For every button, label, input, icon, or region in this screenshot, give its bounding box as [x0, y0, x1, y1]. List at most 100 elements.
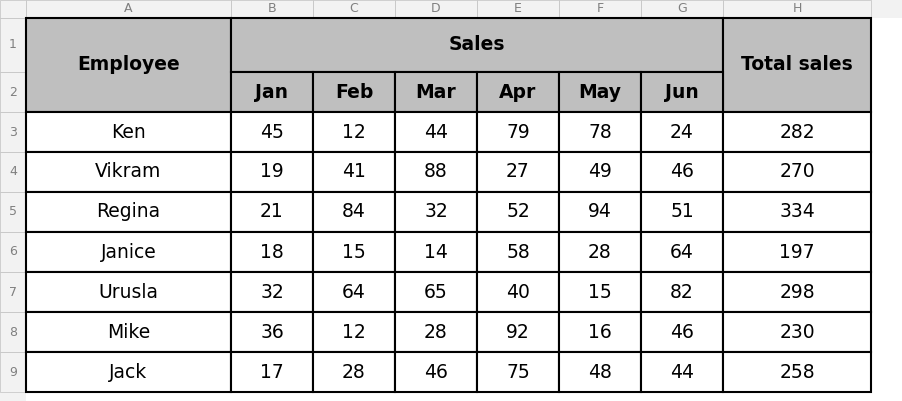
Text: 28: 28: [342, 363, 365, 381]
Bar: [0, 232, 26, 272]
Text: 84: 84: [342, 203, 365, 221]
Text: Urusla: Urusla: [98, 282, 159, 302]
Text: Mike: Mike: [106, 322, 150, 342]
Text: 65: 65: [424, 282, 447, 302]
Bar: [723, 192, 870, 232]
Bar: [26, 312, 231, 352]
Bar: [723, 18, 870, 112]
Text: Total sales: Total sales: [741, 55, 851, 75]
Text: 45: 45: [260, 122, 283, 142]
Text: 46: 46: [669, 162, 693, 182]
Text: E: E: [513, 2, 521, 16]
Bar: [476, 232, 558, 272]
Text: 88: 88: [424, 162, 447, 182]
Bar: [0, 152, 26, 192]
Text: 49: 49: [587, 162, 612, 182]
Text: Jan: Jan: [255, 83, 288, 101]
Bar: [394, 352, 476, 392]
Text: 78: 78: [587, 122, 612, 142]
Bar: [394, 192, 476, 232]
Bar: [640, 312, 723, 352]
Text: 197: 197: [778, 243, 814, 261]
Text: Employee: Employee: [77, 55, 179, 75]
Bar: [313, 72, 394, 112]
Text: 46: 46: [424, 363, 447, 381]
Text: 334: 334: [778, 203, 814, 221]
Text: 3: 3: [9, 126, 17, 138]
Bar: [558, 72, 640, 112]
Text: 258: 258: [778, 363, 814, 381]
Text: D: D: [431, 2, 440, 16]
Text: 15: 15: [587, 282, 612, 302]
Bar: [231, 312, 313, 352]
Text: 270: 270: [778, 162, 814, 182]
Text: 44: 44: [669, 363, 694, 381]
Bar: [558, 0, 640, 18]
Bar: [476, 312, 558, 352]
Bar: [231, 272, 313, 312]
Bar: [476, 112, 558, 152]
Bar: [0, 192, 26, 232]
Text: 52: 52: [505, 203, 529, 221]
Bar: [26, 352, 231, 392]
Bar: [231, 112, 313, 152]
Bar: [558, 352, 640, 392]
Text: 8: 8: [9, 326, 17, 338]
Text: Ken: Ken: [111, 122, 146, 142]
Bar: [394, 0, 476, 18]
Text: 17: 17: [260, 363, 283, 381]
Bar: [723, 112, 870, 152]
Text: 44: 44: [424, 122, 447, 142]
Bar: [26, 272, 231, 312]
Bar: [231, 152, 313, 192]
Text: Jun: Jun: [665, 83, 698, 101]
Text: 58: 58: [505, 243, 529, 261]
Text: Regina: Regina: [97, 203, 161, 221]
Bar: [26, 0, 231, 18]
Bar: [313, 272, 394, 312]
Text: 79: 79: [505, 122, 529, 142]
Text: 21: 21: [260, 203, 283, 221]
Text: 28: 28: [587, 243, 612, 261]
Bar: [0, 72, 26, 112]
Bar: [558, 152, 640, 192]
Bar: [640, 72, 723, 112]
Text: 41: 41: [342, 162, 365, 182]
Text: 230: 230: [778, 322, 814, 342]
Bar: [0, 18, 26, 72]
Text: G: G: [676, 2, 686, 16]
Bar: [476, 152, 558, 192]
Bar: [394, 232, 476, 272]
Text: Vikram: Vikram: [96, 162, 161, 182]
Text: 40: 40: [505, 282, 529, 302]
Bar: [476, 272, 558, 312]
Text: Feb: Feb: [335, 83, 373, 101]
Text: 2: 2: [9, 85, 17, 99]
Bar: [558, 192, 640, 232]
Text: 46: 46: [669, 322, 693, 342]
Text: 16: 16: [587, 322, 612, 342]
Bar: [723, 312, 870, 352]
Text: B: B: [267, 2, 276, 16]
Bar: [394, 112, 476, 152]
Text: 24: 24: [669, 122, 693, 142]
Text: May: May: [578, 83, 621, 101]
Bar: [723, 0, 870, 18]
Text: 36: 36: [260, 322, 283, 342]
Bar: [723, 272, 870, 312]
Text: Mar: Mar: [415, 83, 456, 101]
Bar: [394, 312, 476, 352]
Bar: [26, 192, 231, 232]
Text: 51: 51: [669, 203, 693, 221]
Bar: [723, 232, 870, 272]
Bar: [0, 312, 26, 352]
Bar: [0, 352, 26, 392]
Text: 82: 82: [669, 282, 693, 302]
Text: 48: 48: [587, 363, 612, 381]
Text: 298: 298: [778, 282, 814, 302]
Text: Apr: Apr: [499, 83, 536, 101]
Bar: [313, 152, 394, 192]
Bar: [313, 312, 394, 352]
Bar: [476, 192, 558, 232]
Bar: [313, 232, 394, 272]
